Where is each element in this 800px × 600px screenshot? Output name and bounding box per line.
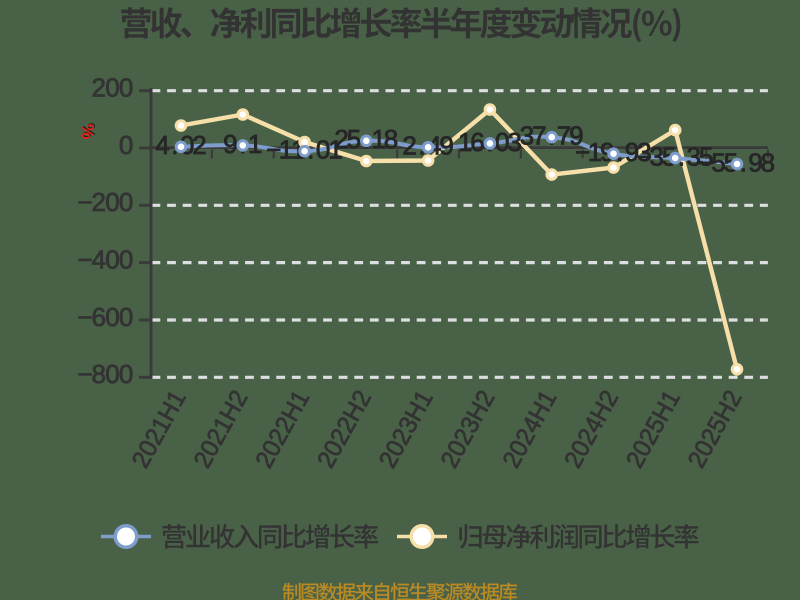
svg-text:2.49: 2.49 <box>402 131 454 161</box>
svg-text:−19.93: −19.93 <box>575 137 652 167</box>
svg-text:−200: −200 <box>77 187 133 217</box>
svg-text:%: % <box>79 123 99 139</box>
svg-text:4.02: 4.02 <box>155 130 207 160</box>
svg-text:200: 200 <box>92 73 134 103</box>
svg-text:−800: −800 <box>77 359 133 389</box>
svg-text:25.18: 25.18 <box>334 124 398 154</box>
svg-text:0: 0 <box>119 130 133 160</box>
svg-text:−400: −400 <box>77 244 133 274</box>
svg-text:−600: −600 <box>77 302 133 332</box>
svg-text:−55.98: −55.98 <box>699 147 776 177</box>
svg-text:%: % <box>78 124 98 140</box>
svg-text:−35.35: −35.35 <box>637 142 714 172</box>
